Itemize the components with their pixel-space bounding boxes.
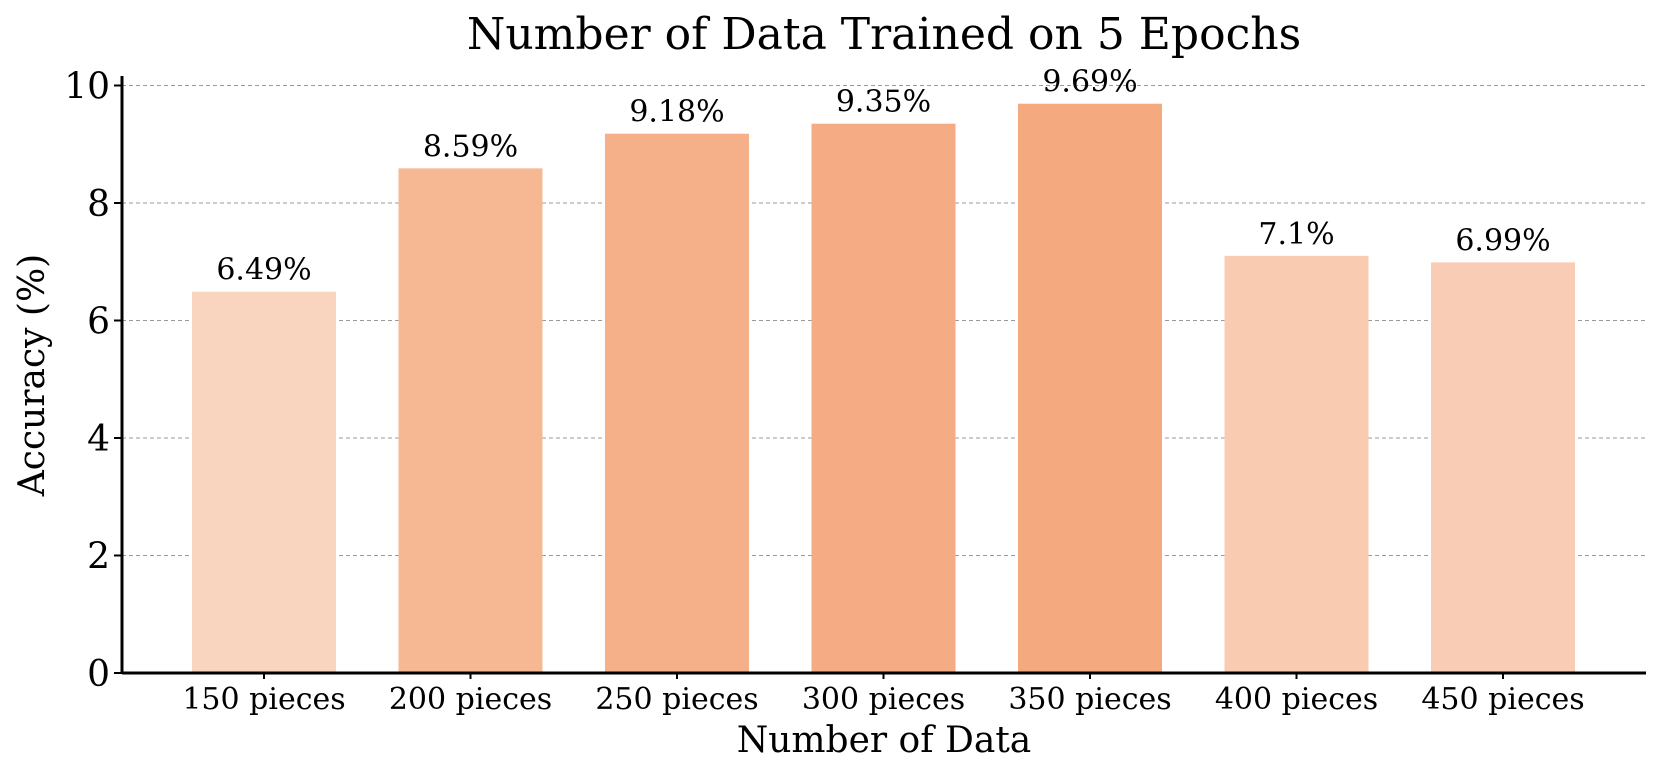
- chart-title: Number of Data Trained on 5 Epochs: [467, 9, 1301, 60]
- bar: [1224, 255, 1369, 673]
- bar-value-label: 9.35%: [836, 85, 931, 120]
- bar: [605, 133, 749, 674]
- gridlines: [122, 85, 1646, 556]
- x-tick-label: 150 pieces: [182, 682, 345, 717]
- y-tick-label: 10: [64, 67, 110, 108]
- x-axis-title: Number of Data: [737, 720, 1032, 761]
- y-tick-label: 2: [87, 537, 110, 578]
- bar-value-labels: 6.49% 8.59% 9.18% 9.35% 9.69% 7.1% 6.99%: [216, 65, 1550, 288]
- y-tick-label: 6: [87, 302, 110, 343]
- bar: [192, 291, 336, 673]
- bar: [811, 123, 956, 673]
- x-tick-label: 250 pieces: [595, 682, 758, 717]
- x-tick-label: 200 pieces: [389, 682, 552, 717]
- bar-value-label: 6.99%: [1455, 223, 1550, 258]
- x-tick-label: 350 pieces: [1008, 682, 1171, 717]
- x-tick-label: 450 pieces: [1421, 682, 1584, 717]
- bar-value-label: 6.49%: [216, 253, 311, 288]
- y-tick-label: 4: [87, 419, 110, 460]
- bar-value-label: 8.59%: [423, 129, 518, 164]
- bar-value-label: 9.69%: [1042, 65, 1137, 100]
- x-axis-ticks: 150 pieces 200 pieces 250 pieces 300 pieces…: [182, 673, 1585, 717]
- bar: [1431, 262, 1575, 673]
- bar-value-label: 9.18%: [629, 95, 724, 130]
- y-tick-label: 8: [87, 184, 110, 225]
- bar: [398, 168, 543, 673]
- bar-value-label: 7.1%: [1258, 217, 1334, 252]
- y-axis-ticks: 0 2 4 6 8 10: [64, 67, 122, 695]
- x-tick-label: 300 pieces: [802, 682, 965, 717]
- x-tick-label: 400 pieces: [1215, 682, 1378, 717]
- bars: [192, 103, 1575, 674]
- bar: [1018, 103, 1162, 673]
- y-tick-label: 0: [87, 654, 110, 695]
- y-axis-title: Accuracy (%): [12, 254, 53, 497]
